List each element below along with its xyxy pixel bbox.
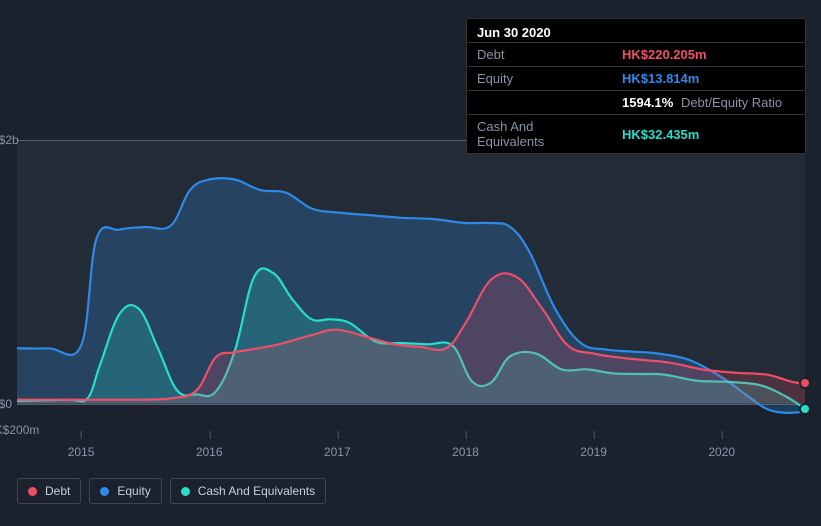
tooltip-row-label: Equity [467,67,612,91]
chart-legend: Debt Equity Cash And Equivalents [17,478,326,504]
tooltip-row-value: 1594.1% Debt/Equity Ratio [612,91,805,115]
legend-item-debt[interactable]: Debt [17,478,81,504]
y-axis-label: HK$2b [0,133,72,147]
legend-dot-icon [100,487,109,496]
legend-dot-icon [28,487,37,496]
tooltip-row-value: HK$13.814m [612,67,805,91]
end-marker-cash [799,403,811,415]
tooltip-row-label: Cash And Equivalents [467,115,612,154]
x-axis-label: 2017 [324,445,351,459]
legend-item-equity[interactable]: Equity [89,478,161,504]
x-axis-label: 2020 [708,445,735,459]
end-marker-debt [799,377,811,389]
chart-plot-area[interactable]: HK$2bHK$0-HK$200m [17,140,805,430]
chart-tooltip: Jun 30 2020 DebtHK$220.205mEquityHK$13.8… [466,18,806,154]
legend-label: Cash And Equivalents [198,484,315,498]
x-axis: 2015 2016 2017 2018 2019 2020 [17,445,805,465]
x-axis-label: 2015 [68,445,95,459]
tooltip-row-label: Debt [467,43,612,67]
tooltip-row-value: HK$220.205m [612,43,805,67]
legend-label: Equity [117,484,150,498]
x-axis-label: 2016 [196,445,223,459]
legend-item-cash[interactable]: Cash And Equivalents [170,478,326,504]
legend-dot-icon [181,487,190,496]
x-axis-label: 2019 [580,445,607,459]
y-axis-label: HK$0 [0,397,72,411]
tooltip-row-value: HK$32.435m [612,115,805,154]
tooltip-row-label [467,91,612,115]
chart-container: Jun 30 2020 DebtHK$220.205mEquityHK$13.8… [0,0,821,526]
y-axis-label: -HK$200m [0,423,72,437]
chart-svg [17,140,805,430]
legend-label: Debt [45,484,70,498]
tooltip-date: Jun 30 2020 [467,19,805,42]
x-axis-label: 2018 [452,445,479,459]
tooltip-table: DebtHK$220.205mEquityHK$13.814m1594.1% D… [467,42,805,153]
